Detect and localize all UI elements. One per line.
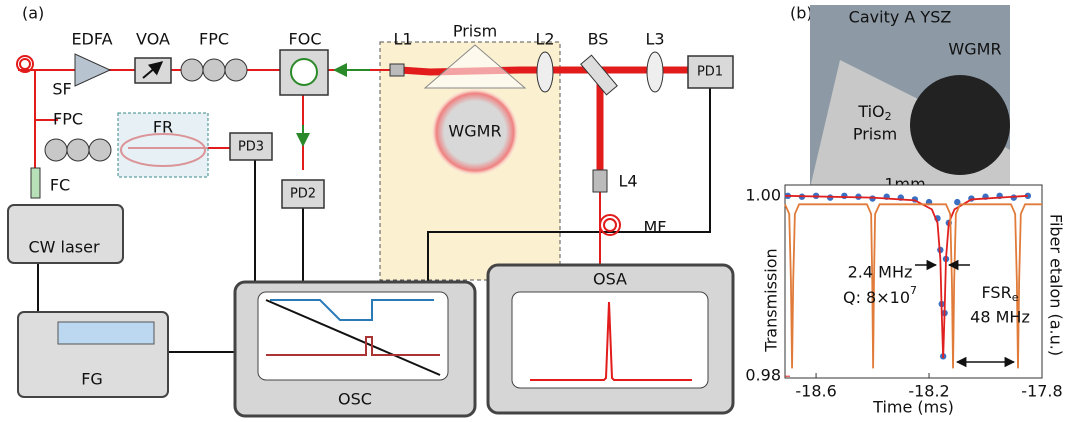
- fc: [31, 168, 40, 198]
- label: OSA: [593, 270, 627, 289]
- y2-axis-label: Fiber etalon (a.u.): [1047, 214, 1066, 356]
- l1: [390, 64, 404, 76]
- label: WGMR: [448, 122, 501, 141]
- edfa: [75, 54, 110, 86]
- label: PD3: [238, 140, 264, 155]
- label: VOA: [136, 30, 170, 49]
- label: L2: [535, 30, 554, 49]
- photo-label: Prism: [853, 125, 897, 144]
- label: FPC: [199, 30, 229, 49]
- photo-wgmr: [910, 75, 1010, 175]
- y-tick-label: 1.00: [745, 185, 781, 204]
- data-point: [841, 193, 847, 199]
- label: L3: [645, 30, 664, 49]
- label: L4: [618, 172, 637, 191]
- text: TiO: [857, 102, 884, 121]
- label: EDFA: [71, 30, 112, 49]
- plot-area: [785, 185, 1042, 378]
- annotation: 48 MHz: [970, 308, 1030, 327]
- label: PD2: [290, 187, 316, 202]
- label: FC: [50, 176, 70, 195]
- figure: (a) (b) SF EDFA VOA FPC FOC L1 Prism WGM…: [0, 0, 1068, 422]
- label: SF: [52, 80, 71, 99]
- label: FG: [81, 370, 103, 389]
- label: OSC: [338, 390, 372, 409]
- l3: [647, 52, 663, 92]
- x-tick-label: -17.8: [1021, 382, 1062, 401]
- label: FR: [153, 118, 173, 137]
- panel-label: (a): [22, 4, 44, 23]
- text: FSR: [982, 283, 1012, 302]
- label: BS: [588, 30, 609, 49]
- photo-label: Cavity A YSZ: [849, 8, 952, 27]
- fpc: [181, 59, 247, 81]
- annotation: 2.4 MHz: [848, 263, 913, 282]
- annotation: Q: 8×107: [843, 284, 917, 307]
- label: MF: [643, 218, 666, 237]
- subscript: 2: [885, 110, 892, 123]
- fpc: [45, 139, 111, 161]
- label: CW laser: [28, 238, 100, 257]
- label: PD1: [697, 65, 723, 80]
- subscript: e: [1012, 291, 1019, 304]
- label: FPC: [53, 110, 83, 129]
- y-tick-label: 0.98: [745, 366, 781, 385]
- text: Q: 8×10: [843, 288, 910, 307]
- circulator: [291, 59, 317, 85]
- l4: [593, 170, 607, 192]
- y-axis-label: Transmission: [762, 248, 781, 352]
- l2: [537, 52, 553, 92]
- label: FOC: [289, 30, 322, 49]
- label: Prism: [453, 22, 497, 41]
- superscript: 7: [910, 284, 917, 297]
- photo-label: WGMR: [948, 40, 1001, 59]
- x-axis-label: Time (ms): [872, 398, 954, 417]
- x-tick-label: -18.6: [795, 382, 836, 401]
- label: L1: [393, 30, 412, 49]
- panel-label: (b): [790, 4, 813, 23]
- fg-screen: [58, 322, 154, 344]
